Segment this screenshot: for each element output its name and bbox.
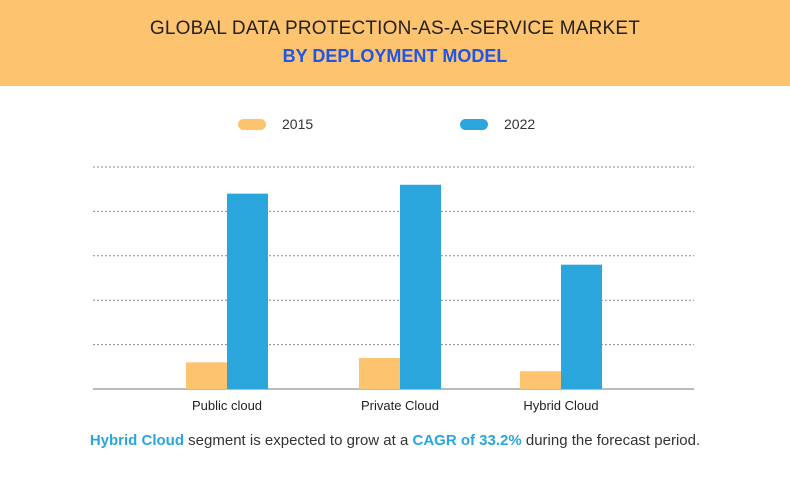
x-tick-label: Hybrid Cloud xyxy=(523,398,598,413)
x-tick-label: Public cloud xyxy=(192,398,262,413)
legend-swatch-2022 xyxy=(460,118,488,130)
footnote-segment: Hybrid Cloud xyxy=(89,432,185,449)
bar-2015-public-cloud xyxy=(186,362,227,389)
header-banner: GLOBAL DATA PROTECTION-AS-A-SERVICE MARK… xyxy=(0,0,790,86)
footnote-text-end: during the forecast period. xyxy=(521,432,701,449)
legend-item-2022: 2022 xyxy=(460,115,535,133)
chart-subtitle: BY DEPLOYMENT MODEL xyxy=(282,46,508,66)
legend-label-2015: 2015 xyxy=(282,116,314,132)
chart-title: GLOBAL DATA PROTECTION-AS-A-SERVICE MARK… xyxy=(149,18,641,39)
bar-2022-private-cloud xyxy=(400,184,441,389)
bar-chart: Public cloud Private Cloud Hybrid Cloud xyxy=(93,166,694,413)
legend-label-2022: 2022 xyxy=(504,116,536,132)
footnote: Hybrid Cloud segment is expected to grow… xyxy=(0,432,790,449)
legend-item-2015: 2015 xyxy=(238,115,313,133)
footnote-text-mid: segment is expected to grow at a xyxy=(184,432,413,449)
x-tick-label: Private Cloud xyxy=(361,398,439,413)
legend-swatch-2015 xyxy=(238,118,266,130)
bar-2015-private-cloud xyxy=(359,357,400,389)
bar-2022-public-cloud xyxy=(227,193,268,389)
bar-2022-hybrid-cloud xyxy=(561,264,602,389)
footnote-cagr: CAGR of 33.2% xyxy=(412,432,522,449)
bar-2015-hybrid-cloud xyxy=(520,371,561,389)
